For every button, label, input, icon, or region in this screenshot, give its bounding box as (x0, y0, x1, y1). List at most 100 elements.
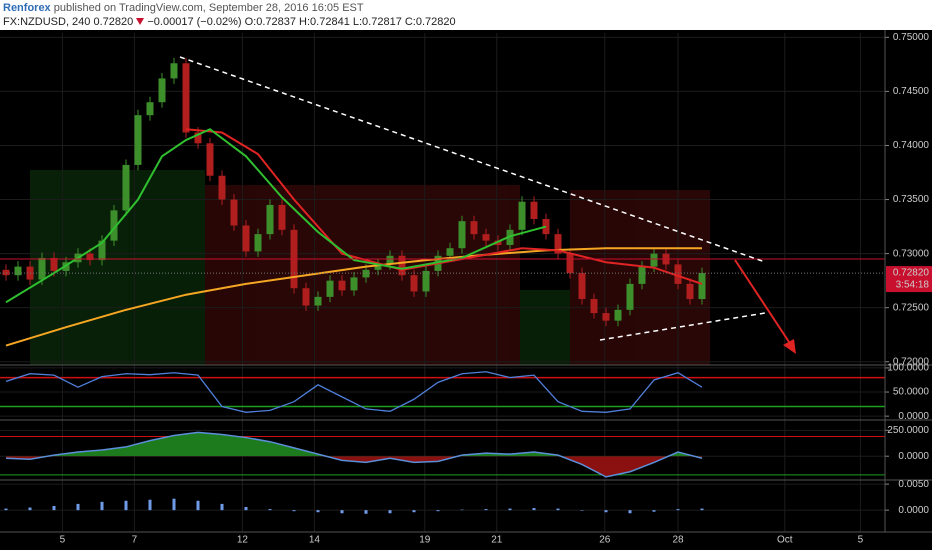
y-tick-label: 0.72500 (893, 302, 930, 313)
y-tick-label: 100.0000 (887, 363, 929, 374)
candle-body (386, 255, 394, 265)
candle-body (398, 255, 406, 276)
y-tick-label: 0.0000 (898, 505, 929, 516)
candle-body (2, 269, 10, 276)
candle-body (86, 253, 94, 261)
candle-body (470, 221, 478, 235)
price: 0.72820 (93, 16, 134, 28)
candle-body (578, 273, 586, 300)
candle-body (110, 210, 118, 241)
histogram-bar (628, 510, 632, 514)
change: −0.00017 (−0.02%) (147, 16, 242, 28)
y-tick-label: 0.74000 (893, 140, 930, 151)
y-tick-label: 50.0000 (893, 387, 930, 398)
candle-body (50, 257, 58, 271)
y-tick-label: 0.73000 (893, 248, 930, 259)
candle-body (374, 264, 382, 270)
candle-body (302, 288, 310, 306)
histogram-bar (604, 510, 608, 513)
y-tick-label: 0.0050 (898, 479, 929, 490)
candle-body (206, 143, 214, 176)
candle-body (554, 234, 562, 254)
candle-body (602, 313, 610, 321)
candle-body (446, 248, 454, 256)
histogram-bar (100, 501, 104, 511)
candle-body (314, 296, 322, 306)
histogram-bar (148, 499, 152, 511)
header: Renforex published on TradingView.com, S… (0, 0, 932, 30)
candle-body (590, 299, 598, 314)
annotations (179, 56, 796, 354)
moving-average (185, 128, 703, 285)
candle-body (38, 257, 46, 280)
x-tick-label: 5 (858, 535, 864, 546)
moving-average (5, 128, 547, 304)
candle-body (638, 266, 646, 284)
histogram-bar (364, 510, 368, 514)
candle-body (158, 78, 166, 103)
histogram-bar (292, 510, 296, 512)
x-tick-label: 12 (237, 535, 249, 546)
histogram-bar (196, 500, 200, 511)
y-tick-label: 0.0000 (898, 411, 929, 422)
histogram-bar (340, 510, 344, 514)
plot (0, 33, 885, 532)
candle-body (518, 201, 526, 230)
candle-body (242, 225, 250, 252)
candle-body (614, 309, 622, 321)
last-price: 0.72820 (893, 268, 930, 279)
candle-body (278, 204, 286, 230)
x-tick-label: 21 (491, 535, 503, 546)
candle-body (458, 221, 466, 249)
symbol-line: FX:NZDUSD, 240 0.72820 −0.00017 (−0.02%)… (0, 15, 932, 29)
candle-body (338, 280, 346, 291)
candle-body (146, 102, 154, 116)
histogram-bar (4, 508, 8, 511)
y-tick-label: 0.73500 (893, 194, 930, 205)
author[interactable]: Renforex (3, 2, 51, 14)
area-negative (6, 456, 702, 477)
oscillator-line (5, 431, 703, 478)
ohlc: O:0.72837 H:0.72841 L:0.72817 C:0.72820 (244, 16, 456, 28)
x-tick-label: 5 (60, 535, 66, 546)
y-tick-label: 0.72000 (893, 356, 930, 367)
histogram-bar (316, 510, 320, 513)
down-arrow (136, 18, 145, 25)
histogram-bar (700, 508, 704, 511)
published: published on TradingView.com, September … (53, 2, 364, 14)
histogram-bar (412, 510, 416, 513)
candle-body (626, 283, 634, 310)
candle-body (266, 204, 274, 235)
histogram-bar (172, 498, 176, 511)
candle-body (122, 164, 130, 211)
y-tick-label: 0.75000 (893, 32, 930, 43)
candle-body (362, 269, 370, 278)
x-tick-label: 26 (599, 535, 611, 546)
histogram-bar (124, 500, 128, 511)
histogram-bar (52, 505, 56, 511)
histogram-bar (28, 507, 32, 511)
candle-body (254, 234, 262, 252)
last-price-tag (886, 266, 932, 293)
histogram-bar (532, 508, 536, 511)
candle-body (230, 199, 238, 226)
area-positive (48, 432, 694, 457)
countdown: 3:54:18 (896, 280, 930, 291)
candle-body (170, 63, 178, 79)
candle-body (326, 280, 334, 297)
x-tick-label: 19 (419, 535, 431, 546)
histogram-bar (388, 510, 392, 514)
x-tick-label: 14 (309, 535, 321, 546)
candle-body (698, 273, 706, 300)
candle-body (194, 132, 202, 144)
candle-body (566, 253, 574, 274)
oscillator-line (5, 371, 703, 413)
histogram-bar (484, 509, 488, 511)
candle-body (422, 270, 430, 292)
candle-body (650, 253, 658, 267)
axis: 5 7 12 14 19 21 26 28 Oct 5 0.72000 0.72500 0.73000 0… (0, 30, 932, 546)
candle-body (542, 219, 550, 235)
histogram-bar (460, 509, 464, 511)
y-tick-label: 0.74500 (893, 86, 930, 97)
